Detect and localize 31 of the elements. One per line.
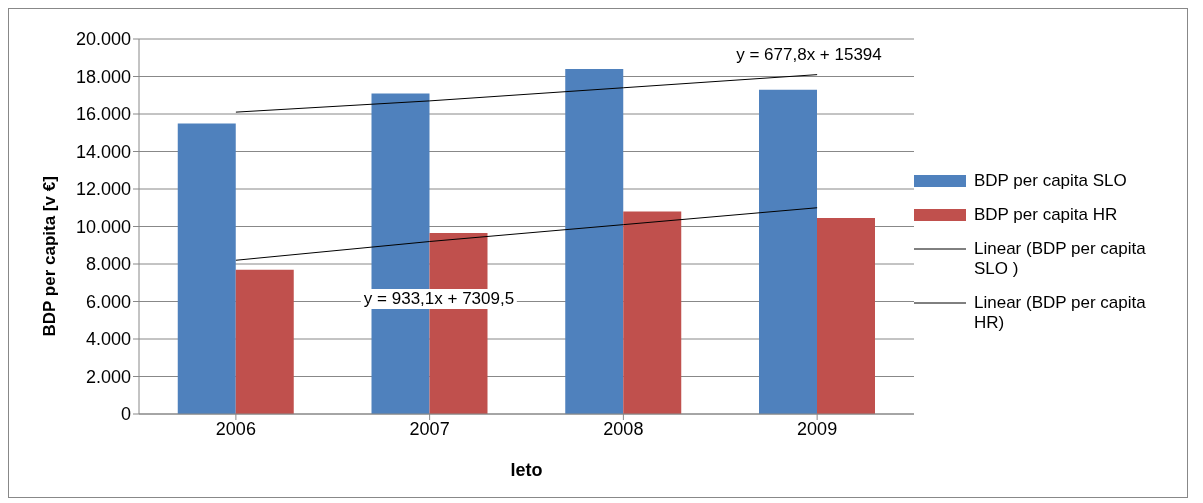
- bar: [759, 89, 817, 414]
- y-tick-label: 12.000: [75, 179, 131, 200]
- y-tick-label: 18.000: [75, 66, 131, 87]
- bar: [817, 218, 875, 414]
- y-tick-label: 10.000: [75, 216, 131, 237]
- x-tick-label: 2009: [797, 418, 838, 439]
- x-tick-label: 2007: [409, 418, 450, 439]
- bar: [235, 269, 294, 414]
- legend-label: BDP per capita HR: [974, 204, 1118, 225]
- y-tick-label: 8.000: [85, 254, 131, 275]
- legend-label: Linear (BDP per capita HR): [974, 292, 1147, 333]
- y-axis-title: BDP per capita [v €]: [40, 176, 60, 337]
- legend-label: Linear (BDP per capita SLO ): [974, 238, 1147, 279]
- legend-label: BDP per capita SLO: [974, 170, 1127, 191]
- x-axis-title: leto: [510, 460, 543, 480]
- bar: [177, 123, 236, 414]
- annotation: y = 677,8x + 15394: [733, 45, 885, 65]
- x-tick-label: 2006: [215, 418, 256, 439]
- bar: [565, 69, 624, 414]
- line-series: [235, 74, 818, 113]
- y-tick-label: 2.000: [85, 366, 131, 387]
- annotation: y = 933,1x + 7309,5: [360, 289, 518, 309]
- y-tick-label: 0: [120, 404, 131, 425]
- y-tick-label: 20.000: [75, 29, 131, 50]
- x-tick-label: 2008: [603, 418, 644, 439]
- y-tick-label: 6.000: [85, 291, 131, 312]
- y-tick-label: 4.000: [85, 329, 131, 350]
- line-series: [235, 207, 818, 261]
- bar: [623, 211, 682, 414]
- y-tick-label: 14.000: [75, 141, 131, 162]
- y-tick-label: 16.000: [75, 104, 131, 125]
